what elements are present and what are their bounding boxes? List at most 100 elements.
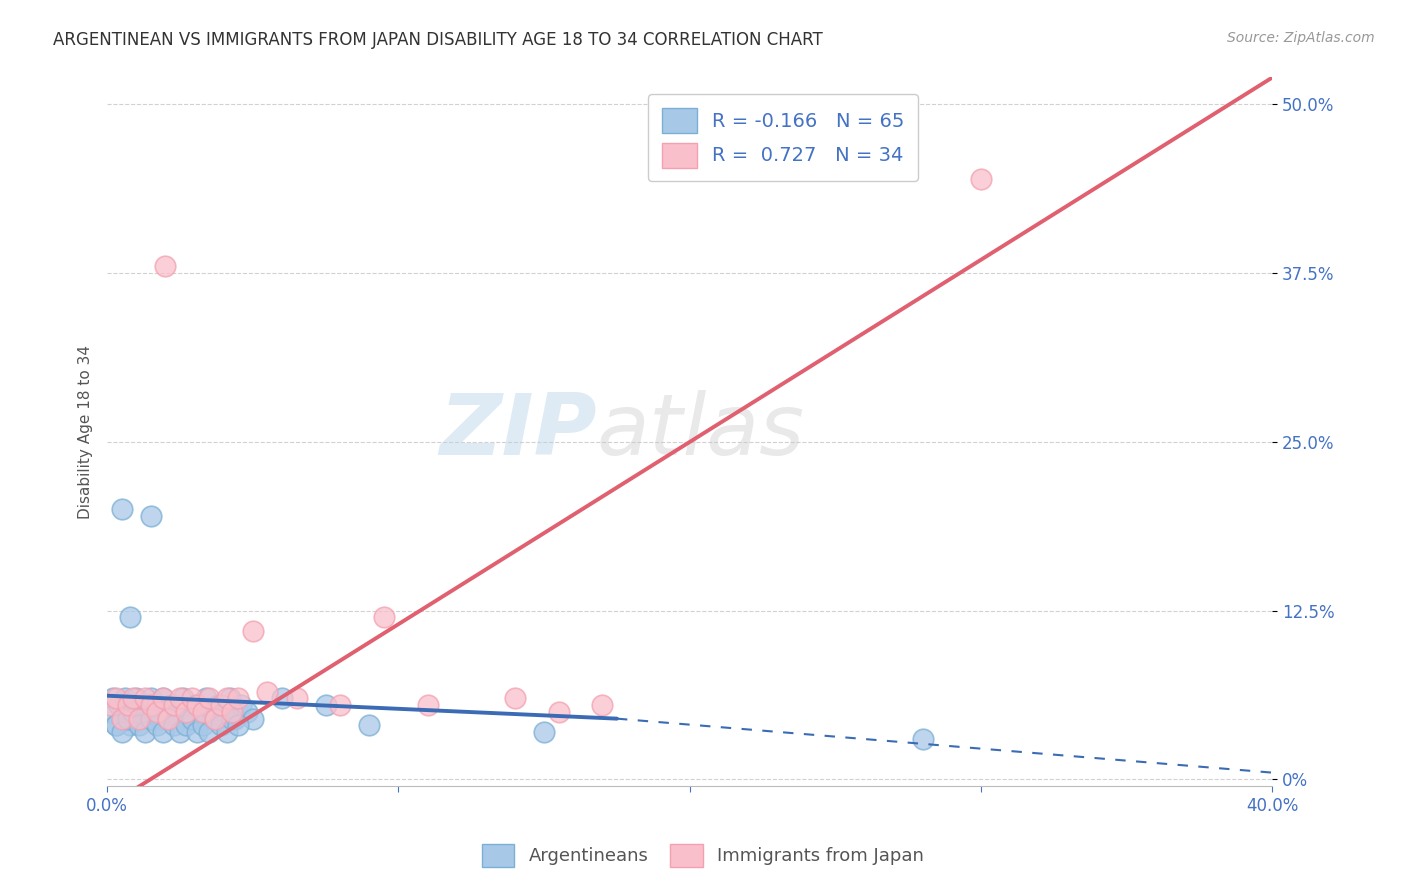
Point (122, 691, 145, 706)
Point (174, 705, 197, 719)
Point (329, 698, 352, 713)
Point (547, 705, 569, 719)
Legend: Argentineans, Immigrants from Japan: Argentineans, Immigrants from Japan (475, 837, 931, 874)
Point (226, 718, 249, 732)
Point (218, 691, 240, 706)
Point (198, 691, 221, 706)
Point (152, 725, 174, 739)
Point (117, 712, 139, 726)
Point (104, 718, 127, 732)
Point (373, 610, 395, 624)
Point (145, 705, 167, 719)
Point (533, 725, 555, 739)
Point (128, 712, 150, 726)
Point (163, 698, 186, 713)
Point (134, 705, 156, 719)
Point (236, 705, 259, 719)
Point (139, 712, 162, 726)
Point (207, 698, 229, 713)
Point (142, 705, 165, 719)
Point (139, 691, 162, 706)
Point (111, 712, 134, 726)
Text: ARGENTINEAN VS IMMIGRANTS FROM JAPAN DISABILITY AGE 18 TO 34 CORRELATION CHART: ARGENTINEAN VS IMMIGRANTS FROM JAPAN DIS… (53, 31, 823, 49)
Point (98, 698, 121, 713)
Text: ZIP: ZIP (439, 391, 596, 474)
Legend: R = -0.166   N = 65, R =  0.727   N = 34: R = -0.166 N = 65, R = 0.727 N = 34 (648, 95, 918, 181)
Point (152, 691, 174, 706)
Point (195, 691, 218, 706)
Point (204, 712, 226, 726)
Point (128, 712, 150, 726)
Point (134, 725, 156, 739)
Point (221, 712, 243, 726)
Point (221, 705, 243, 719)
Text: atlas: atlas (596, 391, 804, 474)
Point (155, 705, 177, 719)
Point (152, 691, 174, 706)
Point (108, 698, 131, 713)
Point (183, 698, 205, 713)
Point (117, 698, 139, 713)
Point (416, 698, 439, 713)
Point (359, 718, 381, 732)
Point (128, 718, 150, 732)
Point (180, 712, 202, 726)
Point (145, 718, 167, 732)
Point (122, 705, 145, 719)
Point (271, 691, 294, 706)
Point (139, 698, 162, 713)
Point (315, 698, 337, 713)
Point (503, 691, 526, 706)
Point (166, 705, 188, 719)
Point (155, 260, 177, 274)
Point (212, 705, 235, 719)
Point (149, 712, 172, 726)
Point (157, 712, 180, 726)
Point (117, 705, 139, 719)
Point (120, 610, 142, 624)
Point (172, 691, 194, 706)
Point (209, 718, 232, 732)
Point (231, 698, 253, 713)
Point (120, 718, 142, 732)
Point (174, 718, 197, 732)
Point (139, 509, 162, 524)
Point (131, 698, 153, 713)
Point (169, 691, 191, 706)
Point (111, 502, 134, 516)
Point (224, 712, 246, 726)
Point (193, 705, 215, 719)
Point (122, 698, 145, 713)
Point (591, 698, 613, 713)
Point (911, 731, 934, 746)
Point (177, 712, 200, 726)
Point (101, 691, 124, 706)
Point (157, 712, 180, 726)
Point (970, 171, 993, 186)
Point (190, 705, 212, 719)
Point (193, 718, 215, 732)
Point (169, 725, 191, 739)
Point (111, 712, 134, 726)
Point (180, 691, 202, 706)
Point (186, 698, 208, 713)
Point (204, 712, 226, 726)
Point (215, 691, 238, 706)
Point (114, 691, 136, 706)
Point (134, 691, 156, 706)
Point (226, 691, 249, 706)
Point (136, 712, 159, 726)
Point (125, 691, 148, 706)
Point (111, 725, 134, 739)
Point (104, 691, 127, 706)
Point (209, 698, 232, 713)
Text: Source: ZipAtlas.com: Source: ZipAtlas.com (1227, 31, 1375, 45)
Point (285, 691, 308, 706)
Point (163, 718, 186, 732)
Point (256, 684, 278, 698)
Point (104, 718, 127, 732)
Point (145, 698, 167, 713)
Point (201, 712, 224, 726)
Point (160, 698, 183, 713)
Y-axis label: Disability Age 18 to 34: Disability Age 18 to 34 (79, 345, 93, 519)
